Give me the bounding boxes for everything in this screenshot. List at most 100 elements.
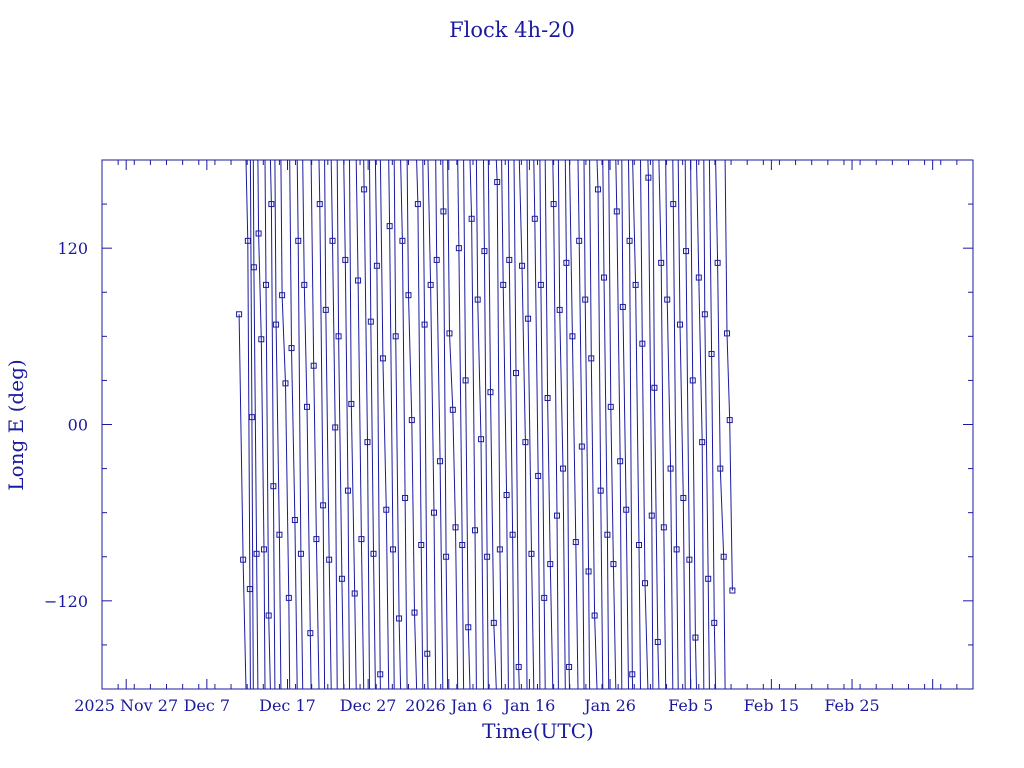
data-point: [494, 179, 501, 186]
data-point: [418, 541, 425, 548]
data-point: [683, 248, 690, 255]
data-point: [512, 370, 519, 377]
data-point: [344, 487, 351, 494]
data-point: [273, 321, 280, 328]
data-point: [468, 215, 475, 222]
data-point: [246, 586, 253, 593]
data-point: [509, 531, 516, 538]
x-tick-label: Feb 5: [668, 696, 713, 715]
data-point: [582, 296, 589, 303]
data-point: [629, 671, 636, 678]
data-point: [427, 281, 434, 288]
series-line: [238, 159, 733, 690]
data-point: [639, 340, 646, 347]
data-point: [396, 615, 403, 622]
data-point: [619, 303, 626, 310]
data-point: [632, 281, 639, 288]
data-point: [528, 550, 535, 557]
series-markers: [236, 174, 736, 678]
data-point: [291, 517, 298, 524]
x-tick-labels: 2025 Nov 27 Dec 7 Dec 17 Dec 27 2026 Jan 6 Ja…: [74, 696, 879, 715]
data-point: [285, 594, 292, 601]
data-point: [645, 174, 652, 181]
data-point: [686, 556, 693, 563]
data-point: [726, 417, 733, 424]
data-point: [240, 556, 247, 563]
data-point: [465, 624, 472, 631]
data-point: [361, 186, 368, 193]
x-tick-label: Feb 15: [744, 696, 799, 715]
data-point: [440, 208, 447, 215]
data-point: [711, 619, 718, 626]
data-point: [424, 650, 431, 657]
data-point: [563, 259, 570, 266]
data-point: [348, 400, 355, 407]
data-point: [617, 458, 624, 465]
data-point: [377, 671, 384, 678]
data-point: [236, 311, 243, 318]
data-point: [383, 506, 390, 513]
data-point: [288, 345, 295, 352]
data-point: [673, 546, 680, 553]
data-point: [658, 259, 665, 266]
data-point: [433, 256, 440, 263]
data-point: [408, 417, 415, 424]
data-point: [270, 483, 277, 490]
data-point: [648, 512, 655, 519]
data-point: [390, 546, 397, 553]
data-point: [695, 274, 702, 281]
data-point: [572, 539, 579, 546]
data-point: [313, 536, 320, 543]
data-point: [320, 502, 327, 509]
data-point: [569, 333, 576, 340]
data-point: [591, 612, 598, 619]
data-point: [402, 494, 409, 501]
data-point: [560, 465, 567, 472]
data-point: [676, 321, 683, 328]
data-point: [503, 492, 510, 499]
data-point: [332, 424, 339, 431]
data-point: [459, 541, 466, 548]
data-point: [660, 524, 667, 531]
data-point: [351, 590, 358, 597]
data-point: [613, 208, 620, 215]
data-point: [367, 318, 374, 325]
data-point: [268, 201, 275, 208]
data-point: [522, 439, 529, 446]
data-point: [594, 186, 601, 193]
data-point: [729, 587, 736, 594]
data-point: [506, 256, 513, 263]
data-point: [248, 414, 255, 421]
data-point: [535, 472, 542, 479]
data-point: [490, 619, 497, 626]
data-point: [303, 403, 310, 410]
data-point: [607, 403, 614, 410]
data-point: [462, 377, 469, 384]
data-point: [692, 634, 699, 641]
data-point: [316, 201, 323, 208]
data-point: [515, 663, 522, 670]
y-axis-label: Long E (deg): [4, 359, 28, 490]
data-point: [342, 256, 349, 263]
data-point: [414, 201, 421, 208]
data-point: [519, 262, 526, 269]
data-point: [642, 580, 649, 587]
data-point: [437, 458, 444, 465]
data-point: [654, 638, 661, 645]
data-point: [478, 436, 485, 443]
x-axis-label: Time(UTC): [482, 719, 594, 743]
data-point: [623, 506, 630, 513]
data-point: [474, 296, 481, 303]
data-point: [496, 546, 503, 553]
y-tick-labels: −120 00 120: [44, 239, 88, 611]
data-point: [553, 512, 560, 519]
data-point: [329, 237, 336, 244]
data-point: [262, 281, 269, 288]
y-tick-label: −120: [44, 592, 88, 611]
data-point: [481, 248, 488, 255]
data-point: [253, 550, 260, 557]
data-point: [705, 575, 712, 582]
data-point: [699, 439, 706, 446]
data-point: [260, 546, 267, 553]
x-tick-label: 2025 Nov 27: [74, 696, 178, 715]
